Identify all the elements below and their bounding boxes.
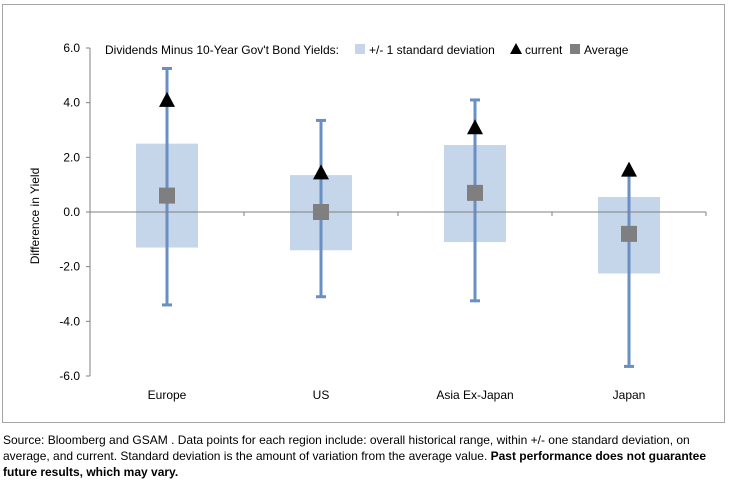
legend: Dividends Minus 10-Year Gov't Bond Yield…: [105, 43, 629, 57]
legend-current-label: current: [525, 43, 563, 57]
current-marker: [621, 161, 637, 177]
y-tick-label: 2.0: [63, 150, 80, 164]
chart-title: Dividends Minus 10-Year Gov't Bond Yield…: [105, 43, 339, 57]
x-category-label: Japan: [613, 388, 646, 402]
legend-average-square: [570, 44, 580, 54]
average-marker: [621, 225, 637, 242]
y-tick-label: -2.0: [59, 260, 80, 274]
legend-std-label: +/- 1 standard deviation: [369, 43, 495, 57]
y-tick-label: -4.0: [59, 314, 80, 328]
current-marker: [313, 164, 329, 180]
x-category-label: US: [313, 388, 330, 402]
chart-svg: 6.0 4.0 2.0 0.0 -2.0 -4.0 -6.0 Europe US Asia Ex…: [28, 41, 707, 402]
x-category-label: Asia Ex-Japan: [436, 388, 513, 402]
current-marker: [467, 119, 483, 135]
y-tick-label: 0.0: [63, 205, 80, 219]
y-tick-label: -6.0: [59, 369, 80, 383]
chart-frame: 6.0 4.0 2.0 0.0 -2.0 -4.0 -6.0 Europe US Asia Ex…: [2, 4, 725, 423]
x-category-label: Europe: [148, 388, 187, 402]
y-tick-label: 4.0: [63, 96, 80, 110]
average-marker: [159, 187, 175, 204]
footnote-text: Source: Bloomberg and GSAM . Data points…: [3, 433, 690, 463]
legend-average-label: Average: [584, 43, 629, 57]
footnote: Source: Bloomberg and GSAM . Data points…: [3, 432, 728, 480]
y-tick-label: 6.0: [63, 41, 80, 55]
average-marker: [467, 184, 483, 201]
current-marker: [159, 91, 175, 107]
y-axis-label: Difference in Yield: [28, 168, 42, 265]
legend-std-swatch: [355, 44, 365, 54]
legend-current-triangle: [510, 43, 522, 54]
footnote-disclaimer: Past performance does not guarantee futu…: [3, 449, 707, 479]
